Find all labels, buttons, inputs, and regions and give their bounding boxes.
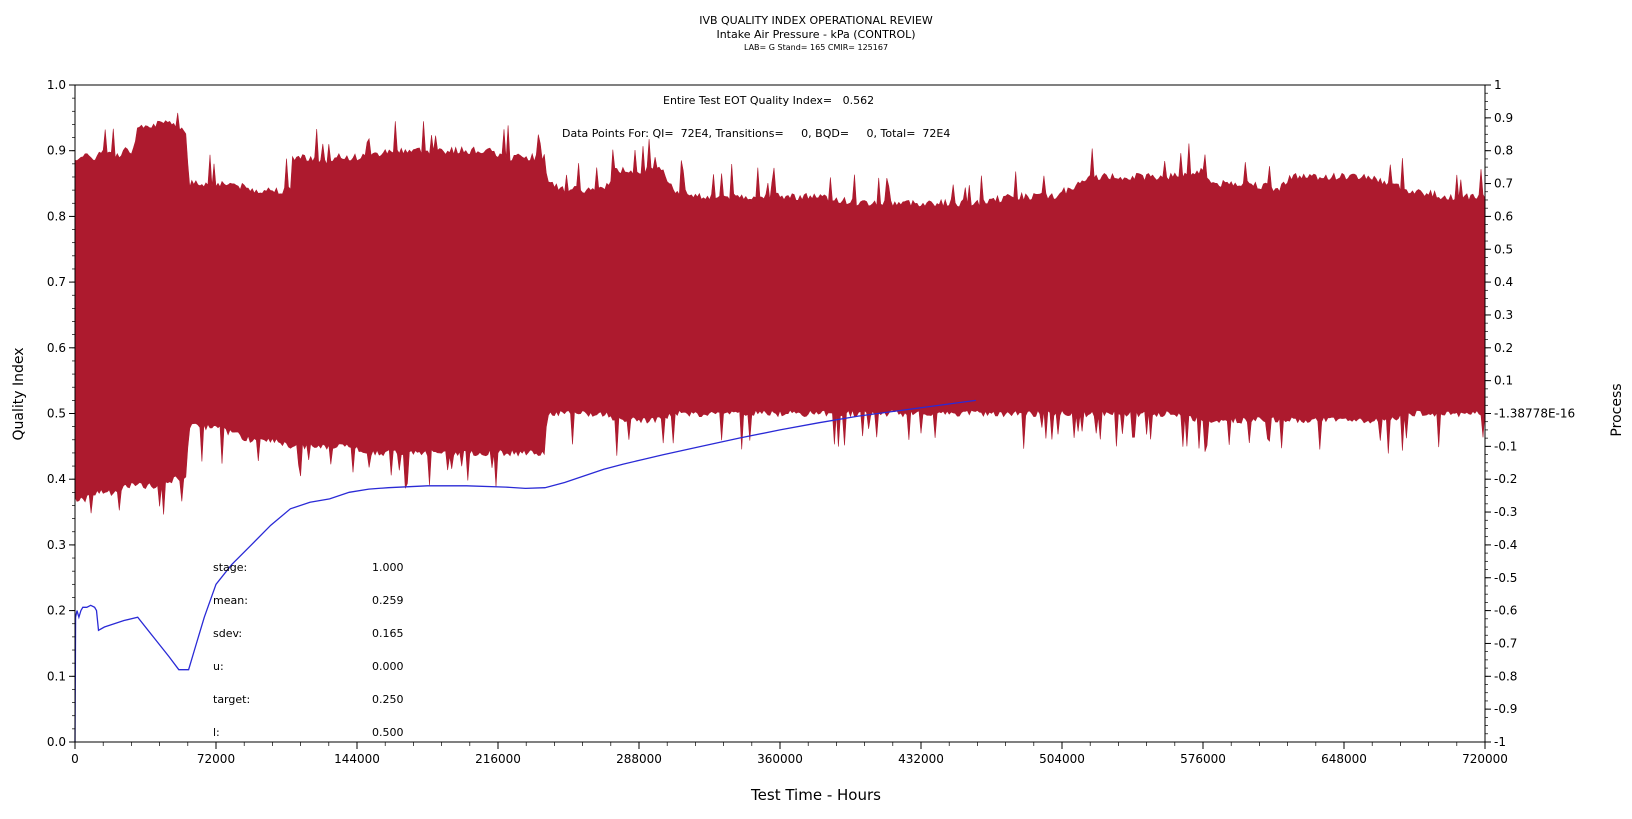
chart-info: LAB= G Stand= 165 CMIR= 125167 (743, 43, 889, 52)
stat-value: 0.000 (372, 660, 404, 673)
y-tick-label: 0.7 (47, 275, 66, 289)
y2-tick-label: -1 (1494, 735, 1506, 749)
stat-label: l: (213, 726, 220, 739)
stat-label: mean: (213, 594, 248, 607)
data-points-summary: Data Points For: QI= 72E4, Transitions= … (562, 127, 951, 140)
y2-axis-label: Process (1609, 383, 1625, 437)
x-tick-label: 0 (71, 752, 79, 766)
stat-value: 1.000 (372, 561, 404, 574)
chart-title: IVB QUALITY INDEX OPERATIONAL REVIEW (699, 14, 933, 27)
stat-label: stage: (213, 561, 248, 574)
y2-tick-label: 0.4 (1494, 275, 1513, 289)
y2-tick-label: -0.1 (1494, 439, 1517, 453)
stat-value: 0.250 (372, 693, 404, 706)
y2-tick-label: 0.2 (1494, 341, 1513, 355)
y-tick-label: 0.5 (47, 407, 66, 421)
x-tick-label: 144000 (334, 752, 380, 766)
y-tick-label: 0.6 (47, 341, 66, 355)
y-tick-label: 0.0 (47, 735, 66, 749)
x-tick-label: 216000 (475, 752, 521, 766)
y2-tick-label: 1 (1494, 78, 1502, 92)
y-tick-label: 1.0 (47, 78, 66, 92)
y2-tick-label: 0.8 (1494, 144, 1513, 158)
y-tick-label: 0.1 (47, 669, 66, 683)
y2-tick-label: -1.38778E-16 (1494, 407, 1575, 421)
stat-value: 0.165 (372, 627, 404, 640)
y2-tick-label: 0.7 (1494, 177, 1513, 191)
y-tick-label: 0.8 (47, 209, 66, 223)
y2-tick-label: -0.7 (1494, 636, 1517, 650)
y-tick-label: 0.9 (47, 144, 66, 158)
y2-tick-label: -0.5 (1494, 571, 1517, 585)
y2-tick-label: -0.2 (1494, 472, 1517, 486)
x-tick-label: 432000 (898, 752, 944, 766)
stat-label: target: (213, 693, 251, 706)
stat-value: 0.259 (372, 594, 404, 607)
y2-tick-label: -0.4 (1494, 538, 1517, 552)
chart-subtitle: Intake Air Pressure - kPa (CONTROL) (716, 28, 916, 41)
x-tick-label: 72000 (197, 752, 235, 766)
y-tick-label: 0.3 (47, 538, 66, 552)
process-series-line (74, 399, 976, 743)
y2-tick-label: -0.9 (1494, 702, 1517, 716)
y-tick-label: 0.2 (47, 604, 66, 618)
quality-band-series (74, 112, 1486, 515)
x-tick-label: 504000 (1039, 752, 1085, 766)
x-tick-label: 360000 (757, 752, 803, 766)
y2-tick-label: 0.5 (1494, 242, 1513, 256)
y-axis-label: Quality Index (11, 347, 27, 441)
y2-tick-label: -0.8 (1494, 669, 1517, 683)
stat-label: u: (213, 660, 224, 673)
y2-tick-label: 0.9 (1494, 111, 1513, 125)
eot-quality-index: Entire Test EOT Quality Index= 0.562 (663, 94, 875, 107)
stat-value: 0.500 (372, 726, 404, 739)
x-tick-label: 576000 (1180, 752, 1226, 766)
y2-tick-label: -0.3 (1494, 505, 1517, 519)
y2-tick-label: 0.6 (1494, 209, 1513, 223)
y2-tick-label: 0.3 (1494, 308, 1513, 322)
y2-tick-label: 0.1 (1494, 374, 1513, 388)
x-tick-label: 648000 (1321, 752, 1367, 766)
x-axis-label: Test Time - Hours (751, 786, 881, 804)
x-tick-label: 288000 (616, 752, 662, 766)
y-tick-label: 0.4 (47, 472, 66, 486)
x-tick-label: 720000 (1462, 752, 1508, 766)
y2-tick-label: -0.6 (1494, 604, 1517, 618)
stat-label: sdev: (213, 627, 243, 640)
